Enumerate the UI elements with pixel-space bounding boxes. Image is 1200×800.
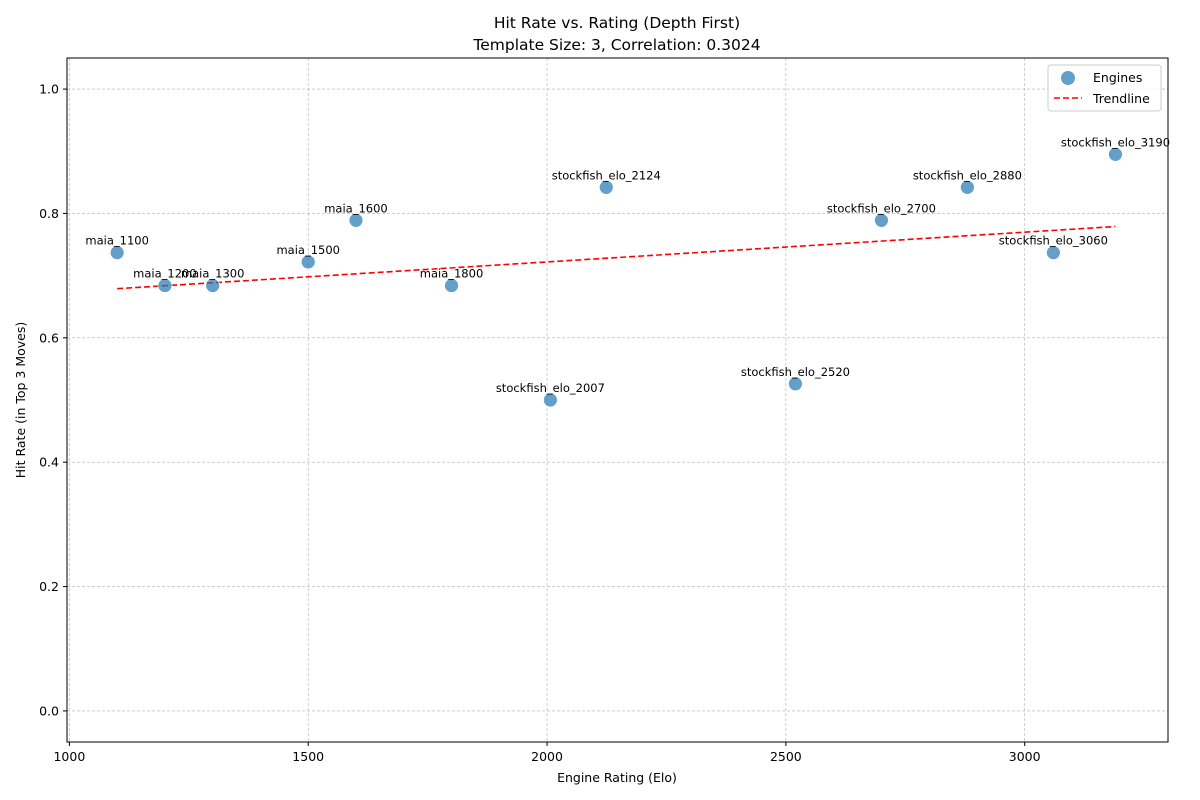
engine-point [1108,147,1122,161]
x-axis: 1000 1500 2000 2500 3000 [53,742,1040,764]
trendline-layer [117,227,1115,289]
point-labels: maia_1100maia_1200maia_1300maia_1500maia… [85,135,1170,395]
engine-point [1046,246,1060,260]
engine-point [301,255,315,269]
chart-subtitle: Template Size: 3, Correlation: 0.3024 [472,36,760,54]
grid [67,58,1168,742]
engine-point-label: maia_1100 [85,234,149,248]
engine-point-label: maia_1800 [420,267,484,281]
engine-point [349,213,363,227]
y-tick-label: 0.0 [39,703,59,718]
trendline [117,227,1115,289]
engine-point-label: stockfish_elo_2880 [913,168,1022,182]
engine-point-label: stockfish_elo_2700 [827,201,936,215]
legend-engines-label: Engines [1093,70,1142,85]
engine-point [788,377,802,391]
engine-point-label: stockfish_elo_3190 [1061,135,1170,149]
y-tick-label: 1.0 [39,82,59,97]
x-tick-label: 1000 [53,749,85,764]
engine-point [110,246,124,260]
x-tick-label: 2500 [770,749,802,764]
y-axis-label: Hit Rate (in Top 3 Moves) [13,322,28,479]
x-tick-label: 1500 [292,749,324,764]
engine-point [543,393,557,407]
legend-engines-marker [1061,71,1075,85]
engine-point-label: stockfish_elo_2007 [496,381,605,395]
x-tick-label: 2000 [531,749,563,764]
y-tick-label: 0.6 [39,330,59,345]
legend-trendline-label: Trendline [1092,91,1150,106]
engine-point-label: stockfish_elo_2520 [741,365,850,379]
plot-frame [67,58,1168,742]
engine-point-label: stockfish_elo_3060 [999,234,1108,248]
engine-point [960,180,974,194]
engine-point-label: maia_1600 [324,201,388,215]
chart-title: Hit Rate vs. Rating (Depth First) [494,14,740,32]
engine-point [445,279,459,293]
x-tick-label: 3000 [1009,749,1041,764]
engine-point-label: maia_1500 [276,243,340,257]
y-tick-label: 0.8 [39,206,59,221]
x-axis-label: Engine Rating (Elo) [557,770,677,785]
data-points [110,147,1122,407]
engine-point [874,213,888,227]
engine-point [158,279,172,293]
y-tick-label: 0.4 [39,455,59,470]
y-axis: 0.0 0.2 0.4 0.6 0.8 1.0 [39,82,67,719]
engine-point-label: stockfish_elo_2124 [552,168,661,182]
engine-point-label: maia_1300 [181,267,245,281]
y-tick-label: 0.2 [39,579,59,594]
legend: Engines Trendline [1048,65,1161,111]
engine-point [206,279,220,293]
engine-point [599,180,613,194]
